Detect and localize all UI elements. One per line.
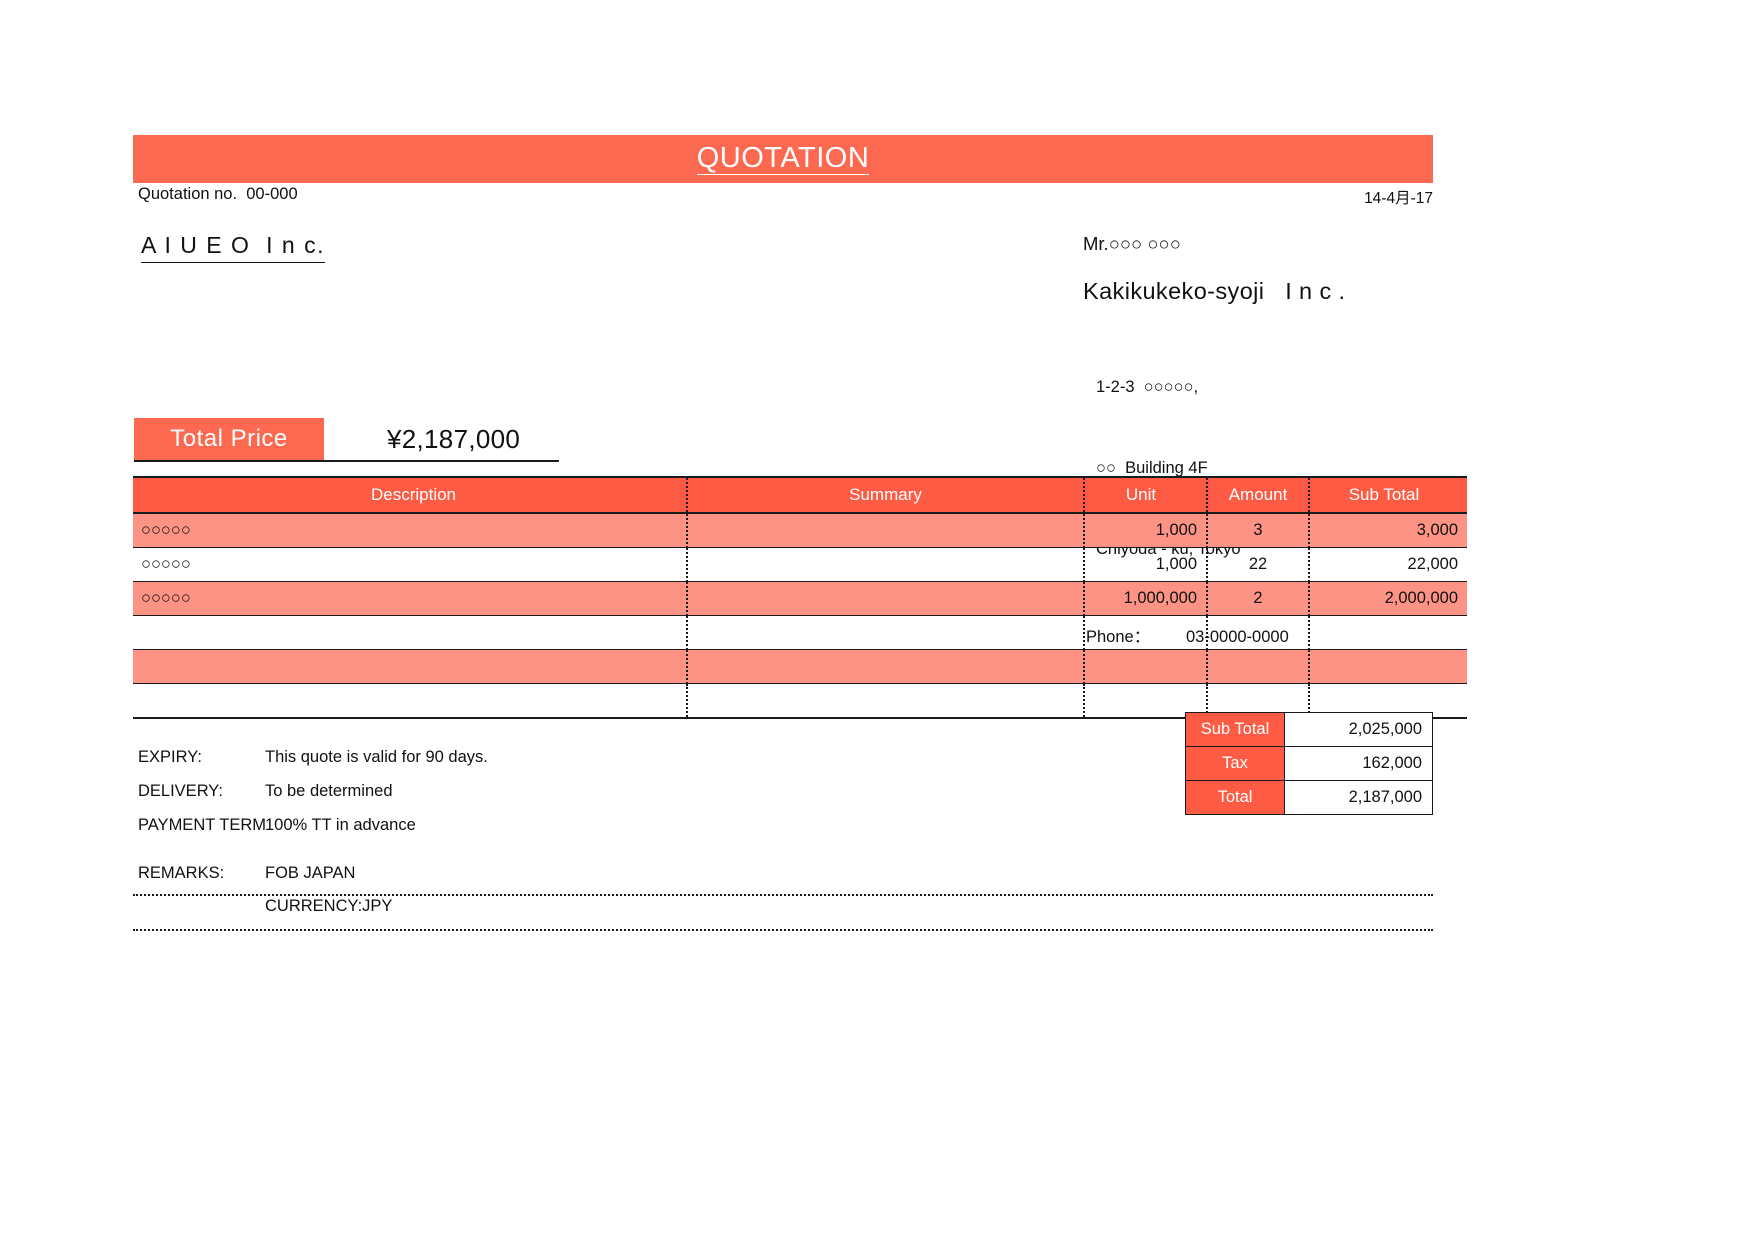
cell-description: ○○○○○ bbox=[133, 547, 687, 582]
totals-value: 2,187,000 bbox=[1284, 780, 1433, 815]
column-header-summary: Summary bbox=[686, 476, 1084, 514]
cell-sub-total: 2,000,000 bbox=[1308, 581, 1467, 616]
term-payment: PAYMENT TERMS: 100% TT in advance bbox=[138, 816, 1138, 850]
totals-label: Tax bbox=[1185, 746, 1285, 781]
vendor-company-name: Kakikukeko-syoji I n c . bbox=[1083, 278, 1346, 305]
quotation-number-value: 00-000 bbox=[246, 185, 298, 203]
remarks-second-line: CURRENCY:JPY bbox=[138, 897, 1433, 930]
total-price-value: ¥2,187,000 bbox=[387, 423, 521, 454]
cell-summary bbox=[686, 581, 1084, 616]
cell-sub-total: 22,000 bbox=[1308, 547, 1467, 582]
cell-unit: 1,000 bbox=[1083, 513, 1207, 548]
cell-unit: 1,000 bbox=[1083, 547, 1207, 582]
cell-description bbox=[133, 649, 687, 684]
table-row: ○○○○○ 1,000,000 2 2,000,000 bbox=[133, 581, 1467, 616]
totals-label: Total bbox=[1185, 780, 1285, 815]
remarks-value-2: CURRENCY:JPY bbox=[265, 897, 393, 915]
table-row bbox=[133, 683, 1467, 719]
remarks-value-1: FOB JAPAN bbox=[265, 864, 356, 882]
total-price-label: Total Price bbox=[134, 418, 324, 460]
cell-unit: 1,000,000 bbox=[1083, 581, 1207, 616]
cell-amount: 2 bbox=[1206, 581, 1309, 616]
term-payment-label: PAYMENT TERMS: bbox=[138, 816, 265, 834]
cell-unit bbox=[1083, 615, 1207, 650]
cell-amount: 22 bbox=[1206, 547, 1309, 582]
cell-amount bbox=[1206, 615, 1309, 650]
term-payment-value: 100% TT in advance bbox=[265, 816, 416, 834]
items-table: Description Summary Unit Amount Sub Tota… bbox=[133, 476, 1467, 719]
totals-table: Sub Total 2,025,000 Tax 162,000 Total 2,187,0… bbox=[1185, 712, 1433, 815]
items-table-body: ○○○○○ 1,000 3 3,000 ○○○○○ 1,000 22 22,000 ○○○○○ 1… bbox=[133, 513, 1467, 719]
table-row: ○○○○○ 1,000 22 22,000 bbox=[133, 547, 1467, 582]
cell-sub-total: 3,000 bbox=[1308, 513, 1467, 548]
page-title: QUOTATION bbox=[696, 141, 870, 176]
vendor-attention: Mr.○○○ ○○○ bbox=[1083, 233, 1181, 254]
title-banner: QUOTATION bbox=[133, 135, 1433, 183]
cell-description bbox=[133, 615, 687, 650]
vendor-address-line-1: 1-2-3 ○○○○○, bbox=[1096, 378, 1199, 397]
client-name: A I U E O I n c. bbox=[141, 232, 325, 263]
terms-block: EXPIRY: This quote is valid for 90 days.… bbox=[138, 748, 1138, 850]
table-row bbox=[133, 649, 1467, 684]
cell-sub-total bbox=[1308, 615, 1467, 650]
column-header-sub-total: Sub Total bbox=[1308, 476, 1467, 514]
cell-sub-total bbox=[1308, 649, 1467, 684]
term-delivery-value: To be determined bbox=[265, 782, 393, 800]
totals-label: Sub Total bbox=[1185, 712, 1285, 747]
cell-unit bbox=[1083, 649, 1207, 684]
totals-row: Tax 162,000 bbox=[1185, 746, 1433, 781]
cell-description bbox=[133, 683, 687, 719]
table-row: ○○○○○ 1,000 3 3,000 bbox=[133, 513, 1467, 548]
term-delivery: DELIVERY: To be determined bbox=[138, 782, 1138, 816]
cell-description: ○○○○○ bbox=[133, 581, 687, 616]
term-delivery-label: DELIVERY: bbox=[138, 782, 223, 800]
items-table-header-row: Description Summary Unit Amount Sub Tota… bbox=[133, 476, 1467, 514]
cell-summary bbox=[686, 547, 1084, 582]
quotation-number: Quotation no. 00-000 bbox=[138, 185, 298, 204]
term-expiry: EXPIRY: This quote is valid for 90 days. bbox=[138, 748, 1138, 782]
cell-summary bbox=[686, 683, 1084, 719]
total-price-block: Total Price ¥2,187,000 bbox=[134, 418, 559, 462]
cell-summary bbox=[686, 513, 1084, 548]
totals-row: Sub Total 2,025,000 bbox=[1185, 712, 1433, 747]
term-expiry-value: This quote is valid for 90 days. bbox=[265, 748, 488, 766]
vendor-address-line-2: ○○ Building 4F bbox=[1096, 458, 1208, 477]
column-header-unit: Unit bbox=[1083, 476, 1207, 514]
remarks-block: REMARKS: FOB JAPAN CURRENCY:JPY bbox=[138, 864, 1433, 930]
totals-table-body: Sub Total 2,025,000 Tax 162,000 Total 2,187,0… bbox=[1185, 712, 1433, 815]
column-header-description: Description bbox=[133, 476, 687, 514]
cell-summary bbox=[686, 649, 1084, 684]
cell-summary bbox=[686, 615, 1084, 650]
column-header-amount: Amount bbox=[1206, 476, 1309, 514]
totals-value: 162,000 bbox=[1284, 746, 1433, 781]
table-row bbox=[133, 615, 1467, 650]
totals-value: 2,025,000 bbox=[1284, 712, 1433, 747]
totals-row: Total 2,187,000 bbox=[1185, 780, 1433, 815]
quotation-date: 14-4月-17 bbox=[1364, 190, 1433, 207]
remarks-first-line: REMARKS: FOB JAPAN bbox=[138, 864, 1433, 897]
remarks-divider-bottom bbox=[133, 929, 1433, 931]
term-expiry-label: EXPIRY: bbox=[138, 748, 202, 766]
remarks-divider-top bbox=[133, 894, 1433, 896]
quotation-number-label: Quotation no. bbox=[138, 185, 238, 203]
remarks-label: REMARKS: bbox=[138, 864, 225, 882]
cell-amount: 3 bbox=[1206, 513, 1309, 548]
cell-amount bbox=[1206, 649, 1309, 684]
cell-description: ○○○○○ bbox=[133, 513, 687, 548]
